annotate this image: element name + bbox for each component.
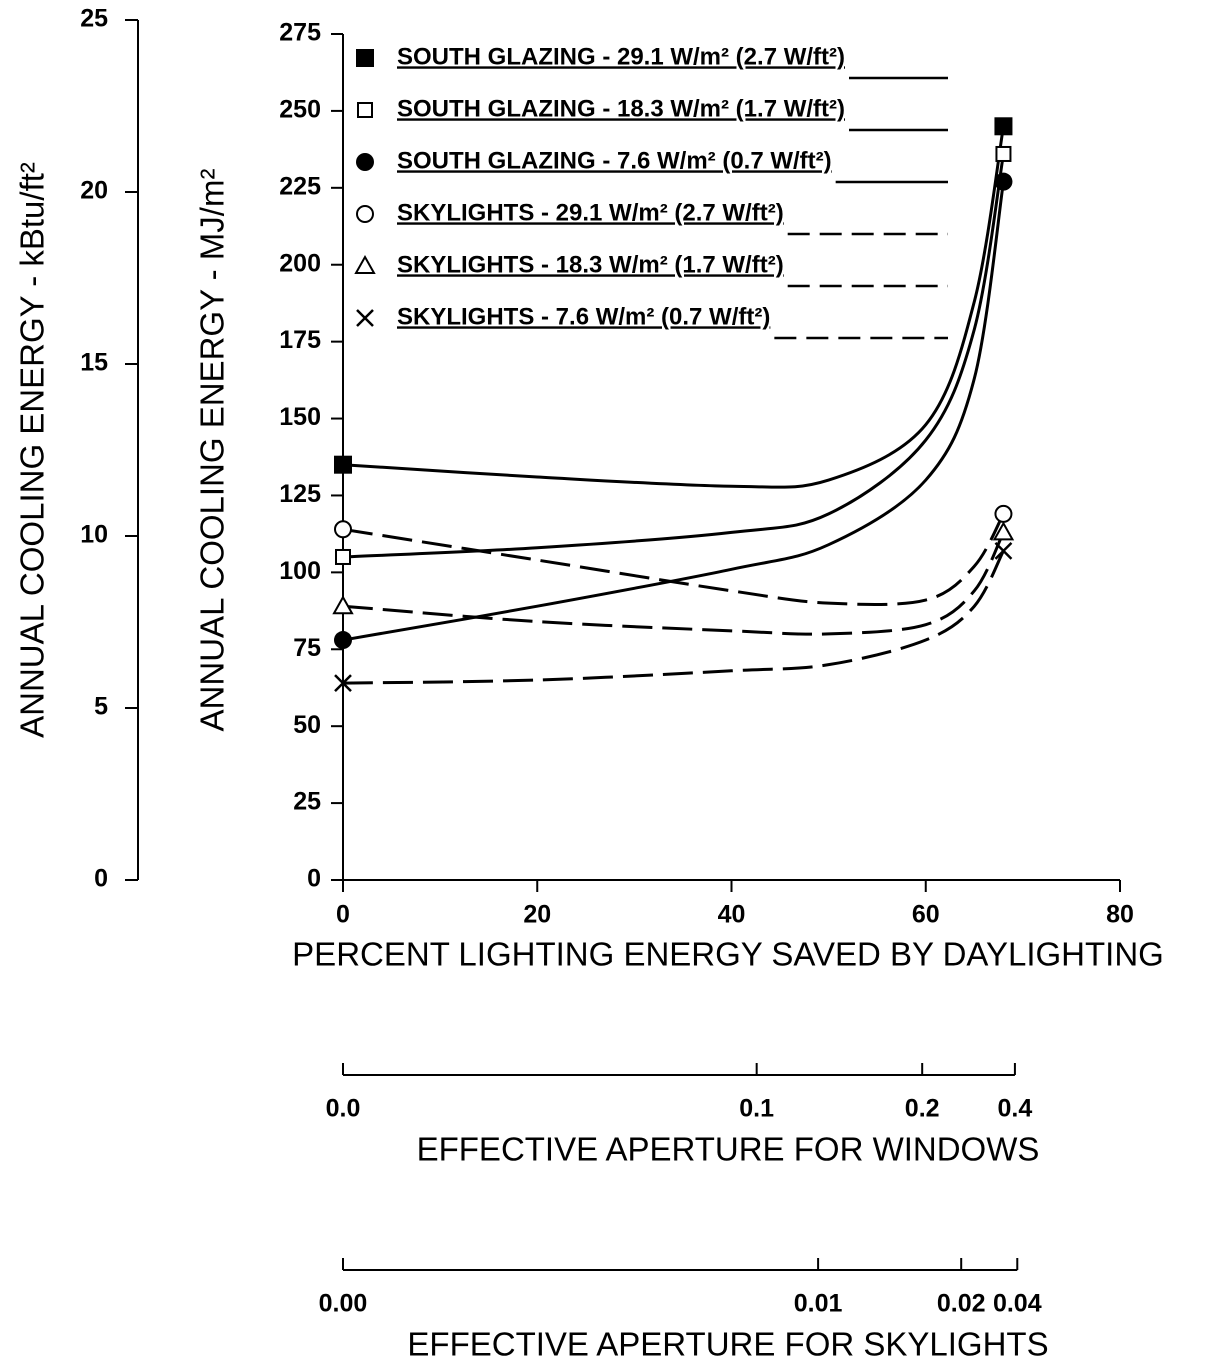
legend-label: SKYLIGHTS - 18.3 W/m² (1.7 W/ft²) [397,251,784,278]
y2-axis-title: ANNUAL COOLING ENERGY - kBtu/ft² [14,162,51,738]
marker [994,541,1013,560]
marker [334,631,352,650]
y-tick-label: 175 [279,326,321,354]
legend-label: SOUTH GLAZING - 7.6 W/m² (0.7 W/ft²) [397,147,832,174]
x-tick-label: 40 [718,901,746,929]
series-line [342,153,1005,559]
y-tick-label: 275 [279,19,321,47]
x-axis-title: PERCENT LIGHTING ENERGY SAVED BY DAYLIGH… [292,936,1164,973]
legend-marker [356,205,374,223]
aperture-tick-label: 0.0 [326,1095,361,1123]
marker [994,117,1013,136]
y-tick-label: 25 [293,788,321,816]
aperture-tick-label: 0.4 [998,1095,1033,1123]
series-line [342,550,1005,685]
legend-marker [356,49,374,67]
x-tick-label: 60 [912,901,940,929]
y2-tick-label: 10 [80,521,108,549]
series-line [342,181,1005,642]
marker [334,520,352,539]
y-tick-label: 50 [293,711,321,739]
legend-marker [354,254,376,274]
y-tick-label: 200 [279,249,321,277]
legend-marker [356,309,374,327]
legend-label: SOUTH GLAZING - 29.1 W/m² (2.7 W/ft²) [397,43,845,70]
y-tick-label: 0 [307,865,321,893]
y-tick-label: 125 [279,480,321,508]
legend-label: SOUTH GLAZING - 18.3 W/m² (1.7 W/ft²) [397,95,845,122]
x-tick-label: 0 [336,901,350,929]
aperture-tick-label: 0.04 [993,1290,1042,1318]
aperture-tick-label: 0.2 [905,1095,940,1123]
series-line [342,126,1005,489]
y-tick-label: 225 [279,172,321,200]
y2-tick-label: 20 [80,177,108,205]
y2-tick-label: 15 [80,349,108,377]
marker [334,674,352,692]
x-tick-label: 20 [523,901,551,929]
marker [995,145,1012,162]
legend-label: SKYLIGHTS - 7.6 W/m² (0.7 W/ft²) [397,303,770,330]
y2-tick-label: 0 [94,865,108,893]
y-tick-label: 100 [279,557,321,585]
y-tick-label: 150 [279,403,321,431]
marker [334,455,352,474]
aperture-tick-label: 0.02 [937,1290,986,1318]
series-line [342,513,1005,606]
marker [332,595,354,615]
y-tick-label: 75 [293,634,321,662]
marker [994,172,1013,191]
aperture-axis-title: EFFECTIVE APERTURE FOR SKYLIGHTS [407,1326,1048,1363]
legend-marker [357,102,373,118]
legend-label: SKYLIGHTS - 29.1 W/m² (2.7 W/ft²) [397,199,784,226]
marker [994,504,1013,523]
aperture-tick-label: 0.00 [319,1290,368,1318]
y2-tick-label: 5 [94,693,108,721]
marker [992,521,1015,541]
aperture-tick-label: 0.1 [739,1095,774,1123]
marker [335,548,351,565]
legend-marker [356,153,374,171]
aperture-tick-label: 0.01 [794,1290,843,1318]
series-line [342,531,1005,636]
y-axis-title: ANNUAL COOLING ENERGY - MJ/m² [194,169,231,732]
y-tick-label: 250 [279,96,321,124]
x-tick-label: 80 [1106,901,1134,929]
y2-tick-label: 25 [80,5,108,33]
aperture-axis-title: EFFECTIVE APERTURE FOR WINDOWS [417,1131,1040,1168]
